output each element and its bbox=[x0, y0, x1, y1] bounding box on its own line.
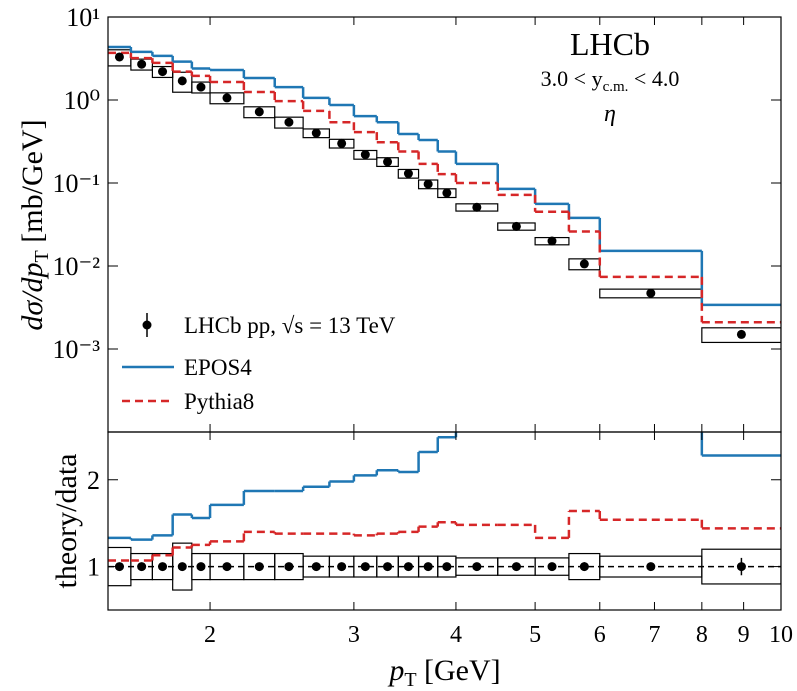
data-point bbox=[383, 157, 393, 167]
data-point bbox=[423, 179, 433, 189]
data-point bbox=[196, 562, 206, 572]
x-tick-label: 8 bbox=[696, 622, 708, 648]
syst-box bbox=[130, 58, 154, 71]
data-point bbox=[158, 67, 168, 77]
data-point bbox=[736, 329, 746, 339]
y-label-sub: T bbox=[31, 250, 53, 262]
data-point bbox=[337, 138, 347, 148]
data-point bbox=[646, 288, 656, 298]
y-axis-label: theory/data bbox=[50, 454, 83, 589]
data-point bbox=[177, 562, 187, 572]
data-point bbox=[442, 562, 452, 572]
data-point bbox=[114, 52, 124, 62]
axes-frame bbox=[107, 431, 782, 611]
data-point bbox=[511, 562, 521, 572]
data-point bbox=[511, 221, 521, 231]
data-point bbox=[222, 93, 232, 103]
data-point bbox=[114, 562, 124, 572]
data-point bbox=[736, 562, 746, 572]
data-point bbox=[423, 562, 433, 572]
data-point bbox=[137, 562, 147, 572]
plot-area bbox=[108, 432, 781, 591]
data-point bbox=[137, 59, 147, 69]
data-point bbox=[360, 562, 370, 572]
annotation: LHCb bbox=[570, 26, 650, 62]
y-tick-label: 10⁻³ bbox=[52, 335, 100, 364]
data-point bbox=[311, 562, 321, 572]
data-point bbox=[579, 259, 589, 269]
data-point bbox=[158, 562, 168, 572]
data-point bbox=[177, 76, 187, 86]
plot-area bbox=[108, 45, 781, 344]
data-point bbox=[472, 562, 482, 572]
data-point bbox=[284, 562, 294, 572]
data-point bbox=[472, 202, 482, 212]
annotation: 3.0 < yc.m. < 4.0 bbox=[541, 66, 680, 95]
x-tick-label: 5 bbox=[529, 622, 541, 648]
data-point bbox=[547, 236, 557, 246]
data-point bbox=[360, 150, 370, 160]
x-tick-label: 7 bbox=[648, 622, 660, 648]
data-point bbox=[403, 169, 413, 179]
data-point bbox=[196, 82, 206, 92]
data-point bbox=[311, 128, 321, 138]
syst-box bbox=[191, 81, 211, 94]
step-riser bbox=[151, 511, 704, 561]
annotation-sub: c.m. bbox=[603, 79, 629, 95]
annotation: η bbox=[604, 101, 616, 127]
x-tick-label: 6 bbox=[594, 622, 606, 648]
x-tick-label: 4 bbox=[450, 622, 462, 648]
annotation-part: 3.0 < y bbox=[541, 66, 603, 91]
y-tick-label: 1 bbox=[87, 553, 100, 582]
x-tick-label: 10 bbox=[769, 622, 793, 648]
data-point bbox=[442, 188, 452, 198]
step-riser bbox=[129, 52, 704, 323]
y-tick-label: 10⁰ bbox=[64, 86, 100, 115]
data-point bbox=[646, 562, 656, 572]
data-point bbox=[337, 562, 347, 572]
data-point bbox=[254, 562, 264, 572]
y-tick-label: 10⁻¹ bbox=[52, 169, 100, 198]
syst-box bbox=[243, 106, 276, 119]
x-label-part: p bbox=[387, 654, 404, 687]
x-label-sub: T bbox=[404, 669, 416, 691]
syst-box bbox=[209, 92, 245, 105]
y-tick-label: 2 bbox=[87, 466, 100, 495]
y-axis-label: dσ/dpT [mb/GeV] bbox=[16, 119, 53, 330]
x-tick-label: 3 bbox=[348, 622, 360, 648]
legend-label: EPOS4 bbox=[184, 355, 252, 380]
data-point bbox=[403, 562, 413, 572]
x-tick-label: 2 bbox=[204, 622, 216, 648]
y-tick-label: 10¹ bbox=[66, 3, 100, 32]
data-point bbox=[222, 562, 232, 572]
syst-box bbox=[274, 116, 304, 129]
annotation-part: < 4.0 bbox=[628, 66, 679, 91]
y-tick-label: 10⁻² bbox=[52, 252, 100, 281]
data-point bbox=[254, 107, 264, 117]
legend-label: LHCb pp, √s = 13 TeV bbox=[184, 313, 396, 338]
x-axis-label: pT [GeV] bbox=[387, 654, 500, 691]
data-point bbox=[547, 562, 557, 572]
data-point bbox=[579, 562, 589, 572]
x-label-part: [GeV] bbox=[417, 654, 501, 687]
data-point bbox=[383, 562, 393, 572]
legend-label: Pythia8 bbox=[184, 389, 254, 414]
data-point bbox=[284, 117, 294, 127]
y-label-part: [mb/GeV] bbox=[16, 119, 49, 250]
y-label-part: dσ/dp bbox=[16, 262, 49, 330]
x-tick-label: 9 bbox=[738, 622, 750, 648]
